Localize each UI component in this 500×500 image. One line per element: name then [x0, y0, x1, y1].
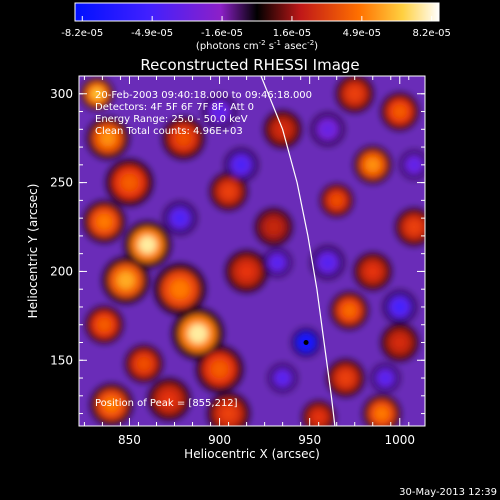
colorbar-ticks: -8.2e-05 -4.9e-05 -1.6e-05 1.6e-05 4.9e-05 8.… — [61, 16, 451, 39]
y-tick-label: 150 — [50, 353, 73, 367]
heatmap-blob-core — [175, 130, 192, 147]
heatmap-blob-core — [213, 105, 226, 118]
heatmap-blob-core — [277, 372, 289, 384]
y-tick-label: 250 — [50, 176, 73, 190]
heatmap-blob-core — [365, 264, 380, 279]
info-line: Detectors: 4F 5F 6F 7F 8F, Att 0 — [95, 102, 254, 113]
heatmap-blob-core — [116, 271, 135, 290]
heatmap-blob-core — [188, 323, 208, 344]
heatmap-blob-core — [138, 235, 157, 254]
info-line: 20-Feb-2003 09:40:18.000 to 09:46:18.000 — [95, 90, 312, 101]
heatmap-blob-core — [330, 194, 344, 207]
heatmap-blob-core — [392, 104, 407, 119]
colorbar — [74, 2, 440, 22]
heatmap-blob-core — [90, 87, 104, 101]
heatmap-blob-core — [393, 300, 407, 314]
heatmap-blob-core — [312, 410, 325, 424]
solar-limb-line — [260, 76, 336, 426]
heatmap-blob-core — [374, 406, 389, 421]
chart-title: Reconstructed RHESSI Image — [140, 56, 359, 74]
x-tick-label: 850 — [118, 433, 141, 447]
x-tick-label: 900 — [208, 433, 231, 447]
colorbar-tick-label: 8.2e-05 — [413, 28, 451, 39]
heatmap-blob-core — [120, 173, 139, 192]
colorbar-tick-label: -8.2e-05 — [61, 28, 103, 39]
heatmap-blob-core — [338, 370, 353, 386]
heatmap-blob-core — [379, 372, 391, 384]
info-line: Energy Range: 25.0 - 50.0 keV — [95, 114, 248, 125]
heatmap-blob-core — [271, 257, 283, 268]
heatmap-blob-core — [321, 256, 334, 269]
heatmap-blob-core — [234, 158, 248, 172]
x-axis-label: Heliocentric X (arcsec) — [184, 447, 320, 461]
y-tick-label: 300 — [50, 87, 73, 101]
x-tick-label: 1000 — [384, 433, 415, 447]
heatmap-blob-core — [392, 335, 407, 350]
peak-marker — [303, 339, 309, 345]
heatmap-blob-core — [173, 211, 187, 225]
colorbar-tick-label: 4.9e-05 — [343, 28, 381, 39]
heatmap-blob-core — [408, 159, 420, 171]
heatmap-blob-core — [342, 303, 357, 318]
x-tick-label: 950 — [298, 433, 321, 447]
heatmap-blob-core — [160, 391, 178, 408]
colorbar-unit-label: (photons cm-2 s-1 asec-2) — [196, 39, 318, 52]
heatmap-blob-core — [365, 157, 380, 173]
heatmap-blob-core — [210, 360, 229, 379]
y-axis-label: Heliocentric Y (arcsec) — [26, 184, 40, 319]
heatmap-blob-core — [347, 86, 362, 101]
heatmap-blob-core — [136, 356, 152, 372]
heatmap-blob-core — [321, 122, 334, 136]
plot-frame — [78, 75, 426, 427]
heatmap-blob-core — [266, 219, 281, 235]
y-tick-label: 200 — [50, 264, 73, 278]
heatmap-blob-core — [221, 184, 236, 199]
colorbar-tick-label: -1.6e-05 — [201, 28, 243, 39]
info-line: Clean Total counts: 4.96E+03 — [95, 126, 243, 137]
heatmap-blob-core — [406, 219, 422, 235]
heatmap-blob-core — [103, 396, 120, 413]
heatmap-blob-core — [238, 263, 255, 280]
peak-position-label: Position of Peak = [855,212] — [95, 398, 238, 409]
axis-ticks: 850 900 950 1000 150 200 250 300 — [50, 76, 425, 447]
footer-date: 30-May-2013 12:39 — [399, 487, 497, 498]
heatmap-blob-core — [170, 279, 190, 300]
heatmap-blob-core — [220, 405, 237, 422]
heatmap-blob-core — [96, 213, 113, 230]
colorbar-tick-label: -4.9e-05 — [131, 28, 173, 39]
heatmap-blob-core — [99, 130, 116, 147]
heatmap-blob-core — [97, 317, 112, 332]
colorbar-tick-label: 1.6e-05 — [273, 28, 311, 39]
info-annotations: 20-Feb-2003 09:40:18.000 to 09:46:18.000… — [95, 90, 312, 137]
